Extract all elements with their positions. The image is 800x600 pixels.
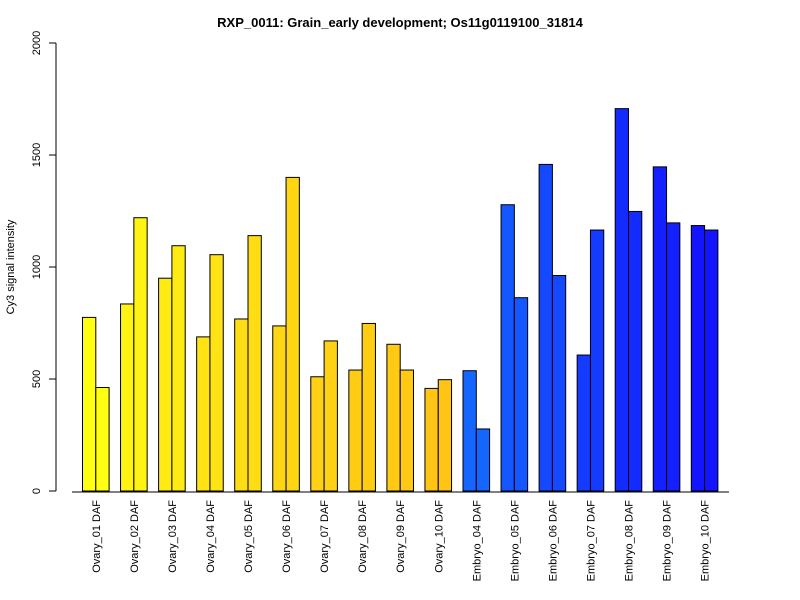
chart-title: RXP_0011: Grain_early development; Os11g…	[217, 15, 583, 30]
bar	[399, 369, 415, 492]
bar	[285, 176, 300, 492]
bar	[551, 275, 567, 492]
bar	[576, 354, 591, 492]
bar	[500, 204, 515, 492]
y-axis-label: Cy3 signal intensity	[5, 219, 17, 314]
x-tick-label: Ovary_04 DAF	[205, 500, 217, 573]
bar	[247, 235, 262, 492]
x-tick-label: Ovary_02 DAF	[129, 500, 141, 573]
x-tick-label: Embryo_10 DAF	[700, 500, 712, 582]
x-tick-label: Embryo_09 DAF	[662, 500, 674, 582]
x-tick-label: Embryo_05 DAF	[509, 500, 521, 582]
bar	[475, 428, 491, 492]
bar	[310, 376, 325, 492]
bar	[424, 387, 439, 492]
x-tick-label: Ovary_10 DAF	[433, 500, 445, 573]
x-tick-label: Embryo_06 DAF	[547, 500, 559, 582]
y-tick-label: 1500	[31, 143, 43, 167]
y-tick-label: 2000	[31, 31, 43, 55]
bar	[348, 369, 363, 492]
bar	[120, 303, 135, 492]
x-tick-label: Embryo_07 DAF	[585, 500, 597, 582]
x-tick-label: Embryo_04 DAF	[471, 500, 483, 582]
bar	[209, 254, 224, 492]
y-ticks: 0 500 1000 1500 2000	[31, 31, 56, 494]
bar	[196, 336, 211, 492]
bar	[690, 225, 706, 492]
bars	[82, 108, 719, 492]
bar	[272, 325, 287, 492]
bar	[589, 229, 605, 492]
x-tick-label: Ovary_05 DAF	[243, 500, 255, 573]
bar	[628, 210, 643, 492]
bar	[513, 297, 529, 492]
x-tick-label: Ovary_07 DAF	[319, 500, 331, 573]
bar	[133, 217, 148, 492]
x-tick-label: Ovary_08 DAF	[357, 500, 369, 573]
bar	[95, 387, 110, 492]
bar	[666, 222, 681, 492]
bar	[158, 277, 173, 492]
bar	[462, 370, 477, 492]
x-tick-label: Ovary_06 DAF	[281, 500, 293, 573]
x-tick-labels: Ovary_01 DAF Ovary_02 DAF Ovary_03 DAF Ovar…	[91, 500, 712, 582]
y-tick-label: 1000	[31, 255, 43, 279]
x-tick-label: Ovary_01 DAF	[91, 500, 103, 573]
y-tick-label: 0	[31, 488, 43, 494]
bar	[386, 343, 401, 492]
x-tick-label: Ovary_09 DAF	[395, 500, 407, 573]
bar	[704, 229, 719, 492]
bar	[361, 322, 376, 492]
y-tick-label: 500	[31, 370, 43, 388]
bar	[82, 316, 97, 492]
x-tick-label: Ovary_03 DAF	[167, 500, 179, 573]
bar	[171, 245, 186, 492]
bar	[538, 163, 553, 492]
bar	[323, 340, 338, 492]
bar	[614, 108, 630, 492]
bar	[234, 318, 249, 492]
x-tick-label: Embryo_08 DAF	[624, 500, 636, 582]
bar	[437, 379, 453, 492]
bar	[652, 166, 668, 492]
